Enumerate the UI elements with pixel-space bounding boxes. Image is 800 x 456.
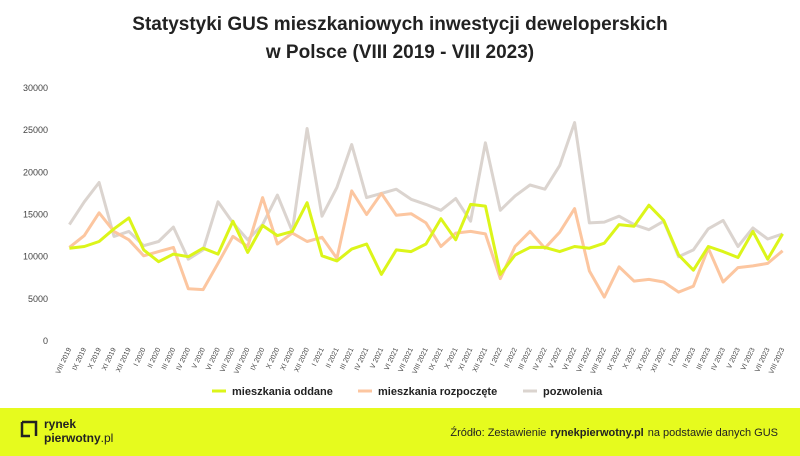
x-tick-label: II 2021 (325, 347, 340, 369)
x-tick-label: V 2022 (548, 347, 564, 370)
x-tick-label: XII 2022 (650, 347, 667, 374)
x-tick-label: IV 2021 (354, 347, 371, 372)
x-tick-label: I 2022 (490, 347, 505, 368)
legend-label: mieszkania rozpoczęte (378, 386, 497, 398)
chart-title: Statystyki GUS mieszkaniowych inwestycji… (132, 14, 667, 35)
x-tick-label: XI 2022 (636, 347, 653, 372)
x-tick-label: II 2022 (504, 347, 519, 369)
x-tick-label: VI 2023 (740, 347, 757, 372)
x-tick-label: XII 2020 (294, 347, 311, 374)
x-tick-label: X 2020 (266, 347, 282, 370)
y-tick-label: 20000 (23, 167, 48, 177)
x-tick-label: I 2021 (311, 347, 326, 368)
y-tick-label: 15000 (23, 210, 48, 220)
x-tick-label: X 2021 (444, 347, 460, 370)
footer-bar (0, 408, 800, 456)
chart-title: w Polsce (VIII 2019 - VIII 2023) (265, 42, 534, 63)
y-tick-label: 30000 (23, 83, 48, 93)
series-line (69, 201, 784, 276)
x-tick-label: IV 2020 (176, 347, 193, 372)
x-tick-label: XI 2020 (280, 347, 297, 372)
source: Źródło: Zestawienie rynekpierwotny.pl na p… (450, 426, 778, 439)
x-tick-label: III 2023 (696, 347, 712, 371)
x-tick-label: II 2020 (147, 347, 162, 369)
x-tick-label: V 2021 (370, 347, 386, 370)
x-tick-label: XII 2019 (115, 347, 132, 374)
x-tick-label: IV 2022 (532, 347, 549, 372)
x-tick-label: XII 2021 (472, 347, 489, 374)
y-tick-label: 0 (43, 336, 48, 346)
source-text: na podstawie danych GUS (648, 427, 778, 439)
legend-label: pozwolenia (543, 386, 603, 398)
x-tick-label: VIII 2019 (55, 347, 73, 375)
x-tick-label: IX 2019 (72, 347, 89, 372)
logo-text: pierwotny (44, 431, 101, 445)
y-tick-label: 5000 (28, 294, 48, 304)
logo-icon (20, 420, 38, 438)
x-tick-label: III 2021 (339, 347, 355, 371)
x-tick-label: X 2019 (87, 347, 103, 370)
source-text: Źródło: Zestawienie (450, 426, 546, 439)
logo-text: pierwotny.pl (44, 431, 113, 445)
x-tick-label: X 2022 (622, 347, 638, 370)
source-link: rynekpierwotny.pl (550, 427, 643, 439)
x-tick-label: VI 2022 (562, 347, 579, 372)
logo-suffix: .pl (101, 431, 114, 445)
x-tick-label: IX 2021 (428, 347, 445, 372)
x-tick-label: IV 2023 (710, 347, 727, 372)
x-tick-label: IX 2020 (250, 347, 267, 372)
x-tick-label: I 2023 (668, 347, 683, 368)
legend-label: mieszkania oddane (232, 386, 333, 398)
x-tick-label: VI 2020 (205, 347, 222, 372)
x-tick-label: V 2020 (191, 347, 207, 370)
x-tick-label: XI 2019 (101, 347, 118, 372)
y-tick-label: 25000 (23, 125, 48, 135)
y-tick-label: 10000 (23, 252, 48, 262)
x-tick-label: V 2023 (726, 347, 742, 370)
x-tick-label: II 2023 (682, 347, 697, 369)
x-tick-label: VI 2021 (384, 347, 401, 372)
x-tick-label: XI 2021 (458, 347, 475, 372)
series-line (68, 121, 784, 261)
series-line (68, 189, 784, 299)
x-tick-label: III 2020 (161, 347, 177, 371)
logo-text: rynek (44, 417, 76, 431)
x-tick-label: IX 2022 (606, 347, 623, 372)
x-tick-label: III 2022 (518, 347, 534, 371)
x-tick-label: I 2020 (133, 347, 148, 368)
